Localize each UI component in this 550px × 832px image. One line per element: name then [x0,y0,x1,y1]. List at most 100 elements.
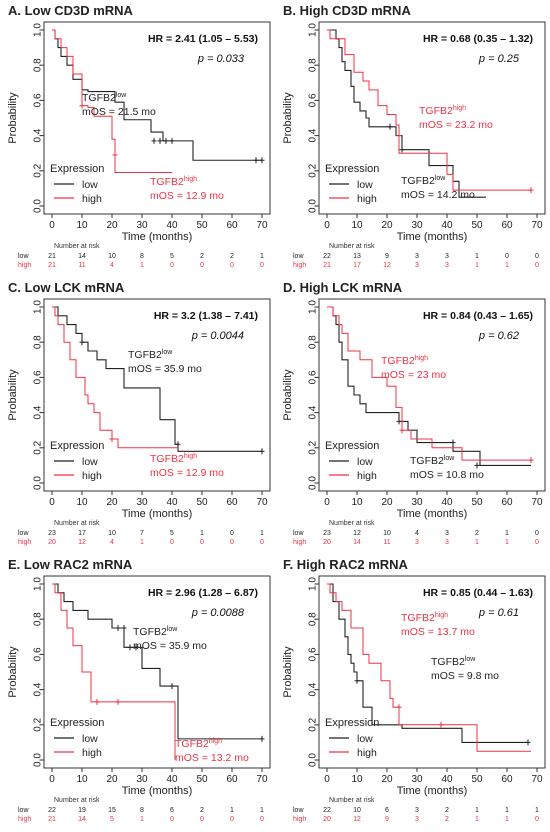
gene-superscript: high [453,105,466,112]
risk-row-label-high: high [293,539,306,546]
plot-frame [43,21,271,215]
gene-name: TGFB2 [175,738,209,750]
risk-count-high: 1 [140,539,144,546]
risk-count-low: 3 [415,253,419,260]
y-tick-label: 1.0 [308,577,319,591]
y-tick-label: 1.0 [33,577,44,591]
risk-count-low: 2 [475,530,479,537]
y-tick-label: 0.8 [33,58,44,72]
risk-count-high: 0 [230,539,234,546]
x-tick-label: 70 [256,774,268,785]
panel-title: A. Low CD3D mRNA [8,3,134,18]
risk-row-label-low: low [293,807,304,814]
y-tick-label: 0.6 [308,93,319,107]
risk-count-high: 9 [385,816,389,823]
x-tick-label: 40 [166,774,178,785]
risk-count-high: 20 [48,539,56,546]
legend-label-high: high [357,747,377,759]
risk-row-label-low: low [293,530,304,537]
annotation-high-name: TGFB2high [401,612,448,624]
risk-count-low: 22 [323,807,331,814]
gene-name: TGFB2 [150,176,184,188]
risk-count-high: 3 [415,262,419,269]
y-tick-label: 0.0 [33,476,44,490]
plot-frame [318,298,546,492]
y-tick-label: 0.4 [308,405,319,419]
risk-count-low: 1 [260,530,264,537]
gene-name: TGFB2 [401,175,435,187]
legend-title: Expression [50,440,104,452]
annotation-low-mos: mOS = 21.5 mo [82,106,156,118]
risk-count-low: 1 [505,530,509,537]
km-curve-high [52,306,178,449]
risk-count-high: 0 [170,262,174,269]
risk-count-low: 3 [445,530,449,537]
annotation-high-name: TGFB2high [175,738,222,750]
risk-table-title: Number at risk [329,797,375,804]
risk-count-low: 10 [353,807,361,814]
legend-label-low: low [357,733,373,745]
risk-count-high: 0 [535,262,539,269]
y-tick-label: 0.4 [308,682,319,696]
gene-name: TGFB2 [150,453,184,465]
annotation-high-mos: mOS = 12.9 mo [150,467,224,479]
risk-count-high: 3 [445,539,449,546]
y-tick-label: 0.4 [308,128,319,142]
annotation-high-mos: mOS = 13.7 mo [401,626,475,638]
x-tick-label: 10 [351,774,363,785]
y-tick-label: 0.8 [308,58,319,72]
y-tick-label: 0.8 [33,335,44,349]
hazard-ratio: HR = 0.68 (0.35 – 1.32) [423,33,533,45]
risk-count-low: 1 [475,253,479,260]
km-panel-a: A. Low CD3D mRNA 0.0 0.2 0.4 0.6 0.8 1.0 0 10 20 3… [0,0,275,277]
x-tick-label: 30 [411,497,423,508]
km-panel-f: F. High RAC2 mRNA 0.0 0.2 0.4 0.6 0.8 1.0 0 10 20… [275,554,550,831]
annotation-low-name: TGFB2low [82,92,127,104]
gene-superscript: high [435,612,448,619]
x-tick-label: 10 [76,220,88,231]
risk-count-high: 0 [260,816,264,823]
gene-superscript: low [167,626,178,633]
plot-frame [43,298,271,492]
risk-count-high: 0 [535,816,539,823]
km-curve-low [327,306,531,466]
risk-count-high: 20 [323,539,331,546]
x-tick-label: 10 [76,774,88,785]
y-axis-label: Probability [282,369,294,421]
risk-count-low: 8 [140,253,144,260]
risk-count-low: 1 [260,253,264,260]
risk-count-low: 23 [48,530,56,537]
legend-label-high: high [82,470,102,482]
risk-count-high: 3 [415,816,419,823]
hazard-ratio: HR = 0.85 (0.44 – 1.63) [423,587,533,599]
risk-count-low: 2 [200,807,204,814]
risk-count-high: 0 [170,539,174,546]
risk-count-high: 1 [140,816,144,823]
risk-count-low: 6 [170,807,174,814]
x-tick-label: 20 [106,497,118,508]
risk-count-low: 0 [230,530,234,537]
risk-count-high: 1 [475,816,479,823]
x-tick-label: 60 [226,220,238,231]
y-tick-label: 1.0 [308,23,319,37]
x-tick-label: 0 [324,774,330,785]
annotation-high-mos: mOS = 23.2 mo [419,119,493,131]
risk-count-low: 23 [323,530,331,537]
gene-superscript: high [209,738,222,745]
x-tick-label: 60 [226,774,238,785]
km-panel-e: E. Low RAC2 mRNA 0.0 0.2 0.4 0.6 0.8 1.0 0 10 20 3… [0,554,275,831]
legend-label-high: high [357,470,377,482]
annotation-low-name: TGFB2low [133,626,178,638]
y-tick-label: 0.4 [33,682,44,696]
legend-label-low: low [82,179,98,191]
risk-count-high: 0 [200,816,204,823]
legend-label-high: high [82,747,102,759]
y-tick-label: 1.0 [33,300,44,314]
x-tick-label: 50 [471,497,483,508]
risk-count-high: 0 [170,816,174,823]
risk-row-label-high: high [18,816,31,823]
legend-label-high: high [82,193,102,205]
y-tick-label: 0.2 [308,440,319,454]
